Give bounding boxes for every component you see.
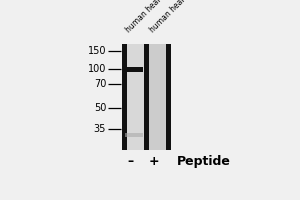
Bar [122,44,128,150]
Text: –: – [128,155,134,168]
Bar [125,133,143,137]
Text: 70: 70 [94,79,106,89]
Text: 50: 50 [94,103,106,113]
Text: 35: 35 [94,124,106,134]
Text: Peptide: Peptide [177,155,231,168]
Bar [124,67,143,72]
Bar [149,44,166,150]
Text: human heart: human heart [124,0,166,35]
Bar [166,44,171,150]
Bar [166,44,171,150]
Text: 150: 150 [88,46,106,56]
Text: +: + [148,155,159,168]
Text: 100: 100 [88,64,106,74]
Text: human heart: human heart [148,0,190,35]
Bar [122,44,171,150]
Bar [144,44,149,150]
